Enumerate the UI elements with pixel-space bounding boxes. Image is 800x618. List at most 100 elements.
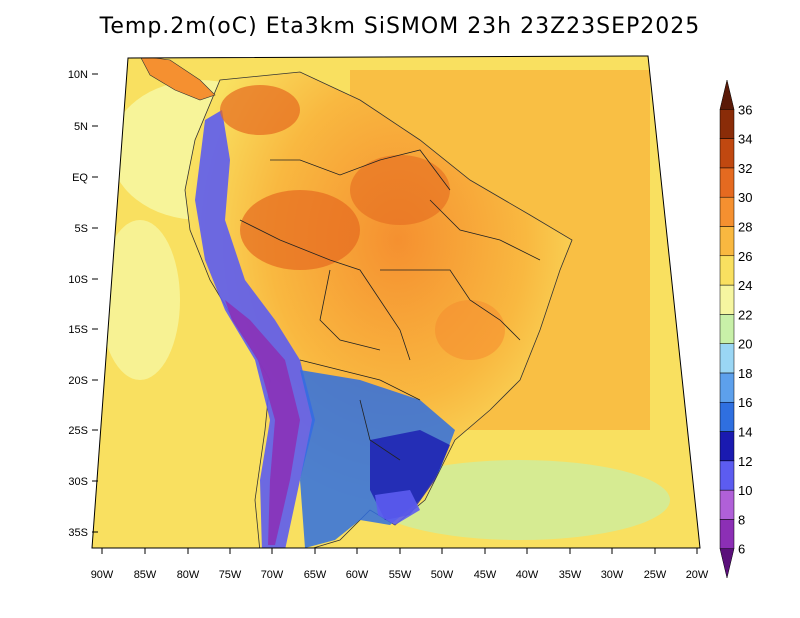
lon-tick: 30W	[601, 548, 624, 581]
lon-tick: 80W	[177, 548, 200, 581]
lon-tick: 45W	[474, 548, 497, 581]
lat-tick: 5N	[74, 121, 98, 133]
svg-text:15S: 15S	[68, 324, 88, 336]
svg-text:25W: 25W	[644, 569, 667, 581]
colorbar-level-label: 10	[738, 483, 752, 498]
colorbar-level-label: 32	[738, 161, 752, 176]
colorbar-level-label: 28	[738, 219, 752, 234]
svg-text:45W: 45W	[474, 569, 497, 581]
lat-tick: 15S	[68, 324, 98, 336]
colorbar-swatch	[719, 255, 735, 286]
country-borders	[239, 149, 541, 461]
colorbar-swatch	[719, 460, 735, 491]
colorbar-swatch	[719, 196, 735, 227]
lon-tick: 35W	[559, 548, 582, 581]
lon-tick: 70W	[261, 548, 284, 581]
lat-tick: 35S	[68, 527, 98, 539]
colorbar-top-triangle	[719, 79, 735, 110]
svg-text:10N: 10N	[68, 69, 88, 81]
lon-tick: 50W	[431, 548, 454, 581]
colorbar-swatch	[719, 519, 735, 549]
lat-tick: 5S	[75, 223, 98, 235]
lon-tick: 65W	[304, 548, 327, 581]
svg-text:85W: 85W	[134, 569, 157, 581]
colorbar-swatch	[719, 226, 735, 257]
lat-axis: 10N 5N EQ 5S 10S 15S 20S 25S 30S 35S	[68, 69, 98, 539]
svg-text:75W: 75W	[219, 569, 242, 581]
svg-text:50W: 50W	[431, 569, 454, 581]
svg-text:35W: 35W	[559, 569, 582, 581]
lon-tick: 90W	[91, 548, 114, 581]
colorbar-swatch	[719, 372, 735, 403]
svg-text:80W: 80W	[177, 569, 200, 581]
colorbar-level-label: 20	[738, 337, 752, 352]
svg-text:20S: 20S	[68, 375, 88, 387]
north-brazil-hot-zone	[350, 155, 450, 225]
svg-text:10S: 10S	[68, 274, 88, 286]
colorbar-level-label: 6	[738, 542, 745, 557]
colorbar-swatch	[719, 343, 735, 374]
svg-text:90W: 90W	[91, 569, 114, 581]
svg-text:70W: 70W	[261, 569, 284, 581]
colorbar-level-label: 14	[738, 425, 752, 440]
colorbar-level-label: 22	[738, 307, 752, 322]
svg-text:5N: 5N	[74, 121, 88, 133]
svg-text:30S: 30S	[68, 476, 88, 488]
colorbar-swatch	[719, 401, 735, 432]
svg-text:40W: 40W	[516, 569, 539, 581]
colorbar-swatch	[719, 138, 735, 169]
colorbar-swatch	[719, 314, 735, 344]
colorbar-level-label: 30	[738, 190, 752, 205]
lon-axis: 90W 85W 80W 75W 70W 65W 60W 55W 50W 45W …	[91, 548, 709, 581]
colorbar-level-label: 34	[738, 132, 752, 147]
lon-tick: 55W	[389, 548, 412, 581]
svg-text:EQ: EQ	[72, 172, 88, 184]
colorbar-bottom-triangle	[719, 548, 735, 579]
colorbar: 6 8 10 12 14 16 18 20 22 24 26 28 30 32 34 36	[719, 79, 752, 579]
central-america-coast	[139, 56, 216, 101]
colorbar-swatch	[719, 109, 735, 139]
pacific-band	[100, 220, 180, 380]
venezuela-hot-zone	[220, 85, 300, 135]
svg-text:65W: 65W	[304, 569, 327, 581]
south-atlantic-cool-zone	[370, 460, 670, 540]
lat-tick: EQ	[72, 172, 98, 184]
colorbar-level-label: 8	[738, 512, 745, 527]
map-frame	[91, 55, 701, 549]
lon-tick: 20W	[686, 548, 709, 581]
colorbar-swatch	[719, 167, 735, 198]
lon-tick: 60W	[346, 548, 369, 581]
temperature-field	[92, 56, 700, 548]
lat-tick: 20S	[68, 375, 98, 387]
svg-text:55W: 55W	[389, 569, 412, 581]
lat-tick: 25S	[68, 425, 98, 437]
lat-tick: 30S	[68, 476, 98, 488]
svg-text:60W: 60W	[346, 569, 369, 581]
svg-text:5S: 5S	[75, 223, 88, 235]
lat-tick: 10N	[68, 69, 98, 81]
colorbar-level-label: 18	[738, 366, 752, 381]
svg-text:25S: 25S	[68, 425, 88, 437]
svg-text:30W: 30W	[601, 569, 624, 581]
colorbar-swatch	[719, 489, 735, 520]
colorbar-swatch	[719, 431, 735, 462]
svg-text:35S: 35S	[68, 527, 88, 539]
colorbar-level-label: 24	[738, 278, 752, 293]
colorbar-level-label: 26	[738, 249, 752, 264]
lon-tick: 25W	[644, 548, 667, 581]
colorbar-swatch	[719, 284, 735, 315]
colorbar-level-label: 12	[738, 454, 752, 469]
amazon-hot-zone	[240, 190, 360, 270]
lon-tick: 85W	[134, 548, 157, 581]
central-brazil-warm-zone	[435, 300, 505, 360]
colorbar-level-label: 16	[738, 395, 752, 410]
uruguay-cold-region	[375, 490, 420, 525]
map-title: Temp.2m(oC) Eta3km SiSMOM 23h 23Z23SEP20…	[99, 14, 701, 39]
andes-coldest-band	[225, 300, 300, 545]
lat-tick: 10S	[68, 274, 98, 286]
lon-tick: 40W	[516, 548, 539, 581]
colorbar-level-label: 36	[738, 102, 752, 117]
lon-tick: 75W	[219, 548, 242, 581]
svg-text:20W: 20W	[686, 569, 709, 581]
